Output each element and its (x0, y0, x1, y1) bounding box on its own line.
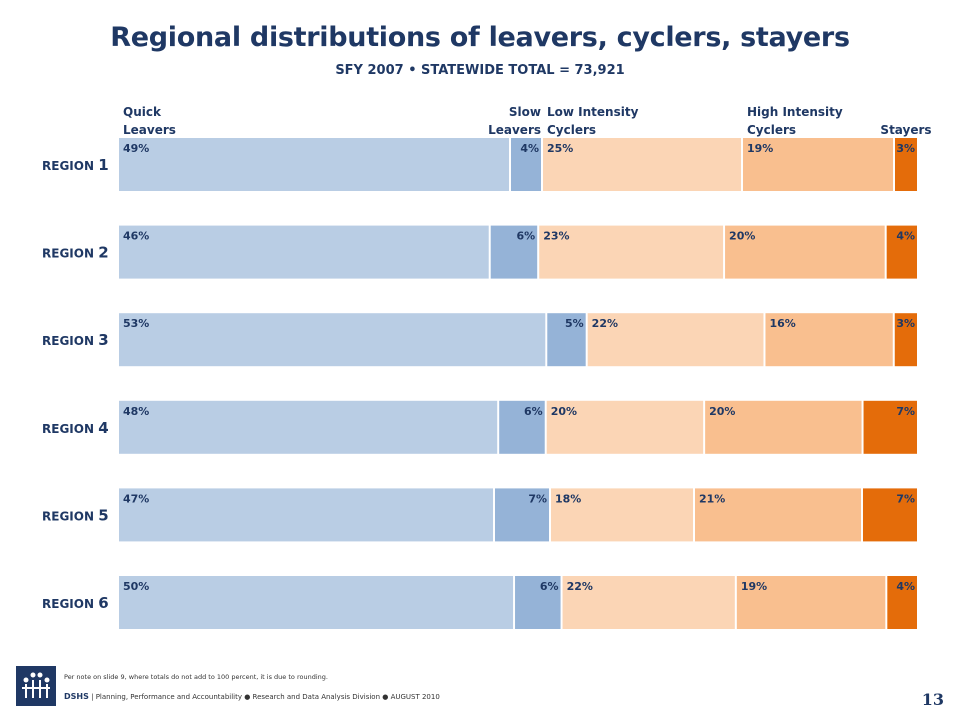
bar-region-4-series-5 (863, 400, 917, 454)
page-number: 13 (921, 690, 944, 709)
region-label-1: REGION 1 (42, 156, 109, 174)
footer-text: Planning, Performance and Accountability… (95, 693, 440, 701)
data-label-region-4-series-1: 48% (123, 405, 149, 418)
data-label-region-5-series-2: 7% (528, 492, 547, 505)
bar-region-6-series-2 (515, 576, 561, 629)
series-header-1-line-1: Quick (123, 105, 162, 119)
bar-region-3-series-2 (547, 313, 586, 367)
bar-region-6-series-5 (887, 576, 917, 629)
series-header-1-line-2: Leavers (123, 123, 176, 137)
bar-region-3-series-4 (765, 313, 893, 367)
region-number-6: 6 (98, 594, 108, 612)
bar-region-2-series-2 (490, 225, 538, 279)
dshs-logo-icon (16, 666, 56, 706)
bar-region-1-series-4 (743, 138, 893, 191)
data-label-region-2-series-3: 23% (543, 230, 569, 243)
series-header-2-line-1: Slow (509, 105, 541, 119)
data-label-region-3-series-3: 22% (592, 317, 618, 330)
bar-region-3-series-1 (119, 313, 546, 367)
bar-region-5-series-3 (551, 488, 693, 542)
bar-region-4-series-2 (499, 400, 545, 454)
data-label-region-6-series-4: 19% (741, 580, 767, 593)
data-label-region-1-series-4: 19% (747, 142, 773, 155)
footer-note: Per note on slide 9, where totals do not… (64, 673, 328, 681)
region-label-3: REGION 3 (42, 331, 109, 349)
data-label-region-5-series-5: 7% (896, 492, 915, 505)
data-label-region-2-series-5: 4% (896, 230, 915, 243)
series-header-2-line-2: Leavers (488, 123, 541, 137)
data-label-region-6-series-1: 50% (123, 580, 149, 593)
bar-region-5-series-4 (695, 488, 861, 542)
bar-region-3-series-5 (894, 313, 917, 367)
bar-region-2-series-5 (886, 225, 917, 279)
data-label-region-4-series-2: 6% (524, 405, 543, 418)
chart-subtitle: SFY 2007 • STATEWIDE TOTAL = 73,921 (335, 63, 625, 78)
bar-region-6-series-3 (562, 576, 735, 629)
bar-region-1-series-2 (511, 138, 541, 191)
region-label-2: REGION 2 (42, 244, 109, 262)
bar-region-1-series-1 (119, 138, 509, 191)
bar-region-5-series-1 (119, 488, 493, 542)
data-label-region-3-series-2: 5% (565, 317, 584, 330)
series-header-3-line-1: Low Intensity (547, 105, 639, 119)
region-number-1: 1 (98, 156, 108, 174)
data-label-region-3-series-5: 3% (896, 317, 915, 330)
series-header-4-line-1: High Intensity (747, 105, 843, 119)
series-header-4-line-2: Cyclers (747, 123, 796, 137)
data-label-region-6-series-3: 22% (567, 580, 593, 593)
data-label-region-6-series-5: 4% (896, 580, 915, 593)
bar-region-1-series-3 (543, 138, 741, 191)
data-label-region-4-series-4: 20% (709, 405, 735, 418)
data-label-region-2-series-2: 6% (517, 230, 536, 243)
data-label-region-2-series-1: 46% (123, 230, 149, 243)
bar-region-2-series-3 (539, 225, 724, 279)
data-label-region-4-series-3: 20% (551, 405, 577, 418)
bar-region-6-series-1 (119, 576, 514, 629)
footer-line: DSHS | Planning, Performance and Account… (64, 692, 440, 701)
bar-region-2-series-4 (725, 225, 885, 279)
data-label-region-5-series-4: 21% (699, 492, 725, 505)
bar-region-6-series-4 (736, 576, 886, 629)
data-label-region-5-series-3: 18% (555, 492, 581, 505)
region-label-4: REGION 4 (42, 419, 109, 437)
region-number-5: 5 (98, 506, 108, 524)
bar-region-4-series-3 (546, 400, 704, 454)
data-label-region-3-series-1: 53% (123, 317, 149, 330)
bar-region-5-series-5 (863, 488, 917, 542)
chart-title: Regional distributions of leavers, cycle… (110, 22, 850, 53)
bar-region-3-series-3 (587, 313, 764, 367)
bar-region-4-series-4 (705, 400, 862, 454)
data-label-region-4-series-5: 7% (896, 405, 915, 418)
footer-separator: | (91, 693, 96, 701)
bar-region-2-series-1 (119, 225, 489, 279)
data-label-region-2-series-4: 20% (729, 230, 755, 243)
region-label-6: REGION 6 (42, 594, 109, 612)
region-number-3: 3 (98, 331, 108, 349)
data-label-region-1-series-5: 3% (896, 142, 915, 155)
region-label-5: REGION 5 (42, 506, 109, 524)
bar-region-1-series-5 (895, 138, 917, 191)
series-header-3-line-2: Cyclers (547, 123, 596, 137)
bar-region-4-series-1 (119, 400, 498, 454)
data-label-region-1-series-1: 49% (123, 142, 149, 155)
data-label-region-3-series-4: 16% (769, 317, 795, 330)
data-label-region-6-series-2: 6% (540, 580, 559, 593)
data-label-region-1-series-3: 25% (547, 142, 573, 155)
footer-org: DSHS (64, 692, 89, 701)
data-label-region-5-series-1: 47% (123, 492, 149, 505)
region-number-2: 2 (98, 244, 108, 262)
region-number-4: 4 (98, 419, 108, 437)
series-header-5-line-1: Stayers (880, 123, 931, 137)
data-label-region-1-series-2: 4% (520, 142, 539, 155)
bar-region-5-series-2 (495, 488, 549, 542)
